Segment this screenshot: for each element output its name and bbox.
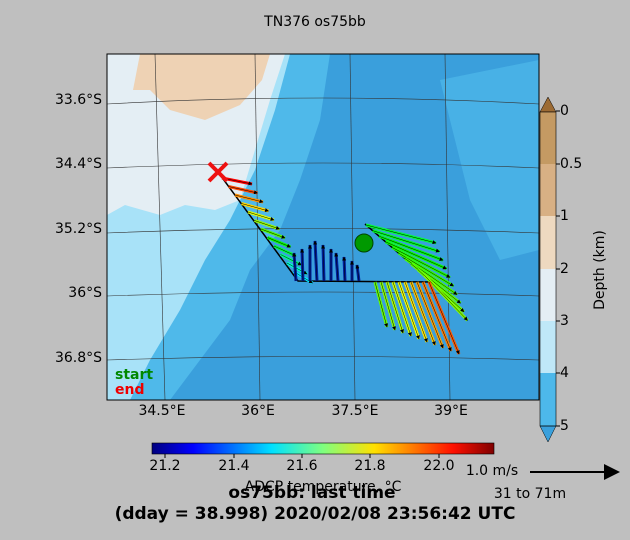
vector-outline bbox=[380, 281, 396, 331]
vector-outline bbox=[392, 281, 412, 337]
vector-outline bbox=[365, 224, 437, 245]
vector-outline bbox=[321, 244, 326, 282]
vector-outline bbox=[247, 211, 275, 221]
vector-outline bbox=[260, 228, 286, 239]
vector-outline bbox=[398, 252, 454, 287]
depth-tick-label: 3 bbox=[560, 313, 569, 329]
vector-outline bbox=[410, 281, 436, 346]
temperature-tick-label: 21.2 bbox=[149, 458, 180, 474]
depth-label: Depth (km) bbox=[592, 230, 608, 310]
lon-label: 39°E bbox=[434, 403, 468, 419]
scale-depth-range: 31 to 71m bbox=[494, 486, 566, 502]
lat-label: 33.6°S bbox=[55, 92, 102, 108]
temperature-tick-label: 22.0 bbox=[423, 458, 454, 474]
vector-outline bbox=[416, 281, 444, 349]
vector-outline bbox=[254, 220, 280, 230]
vector-outline bbox=[404, 281, 428, 343]
temperature-tick-label: 21.6 bbox=[286, 458, 317, 474]
footer-line2: (dday = 38.998) 2020/02/08 23:56:42 UTC bbox=[115, 504, 516, 524]
vector-outline bbox=[342, 256, 347, 282]
vector-outline bbox=[234, 194, 264, 204]
footer-line1: os75bb: last time bbox=[228, 483, 395, 503]
depth-tick-label: 2 bbox=[560, 261, 569, 277]
lat-label: 36.8°S bbox=[55, 350, 102, 366]
vector-outline bbox=[372, 230, 440, 253]
lat-label: 34.4°S bbox=[55, 156, 102, 172]
vector-outline bbox=[267, 237, 291, 248]
depth-tick-label: 0 bbox=[560, 103, 569, 119]
vector-outline bbox=[385, 241, 447, 270]
vector-outline bbox=[228, 186, 258, 195]
temperature-label: ADCP temperature, °C bbox=[245, 479, 402, 495]
vector-outline bbox=[422, 281, 452, 352]
scale-speed: 1.0 m/s bbox=[466, 463, 518, 479]
temperature-tick-label: 21.8 bbox=[354, 458, 385, 474]
lat-label: 36°S bbox=[68, 285, 102, 301]
depth-tick-label: 1 bbox=[560, 208, 569, 224]
lon-label: 34.5°E bbox=[138, 403, 185, 419]
title: TN376 os75bb bbox=[263, 14, 366, 30]
lon-label: 36°E bbox=[241, 403, 275, 419]
legend-start: start bbox=[115, 367, 153, 383]
vector-outline bbox=[428, 281, 460, 355]
depth-tick-label: 4 bbox=[560, 365, 569, 381]
vector-outline bbox=[378, 235, 444, 261]
vector-outline bbox=[313, 240, 318, 282]
vector-outline bbox=[386, 281, 404, 334]
vector-outline bbox=[391, 247, 451, 278]
vector-outline bbox=[280, 254, 302, 266]
vector-outline bbox=[300, 248, 305, 282]
lon-label: 37.5°E bbox=[331, 403, 378, 419]
temperature-colorbar bbox=[151, 442, 495, 455]
depth-colorbar bbox=[539, 96, 557, 443]
lat-label: 35.2°S bbox=[55, 221, 102, 237]
legend-end: end bbox=[115, 382, 144, 398]
depth-tick-label: 5 bbox=[560, 418, 569, 434]
map bbox=[107, 54, 539, 400]
vector-outline bbox=[355, 264, 360, 282]
temperature-tick-label: 21.4 bbox=[218, 458, 249, 474]
depth-tick-label: 0.5 bbox=[560, 156, 582, 172]
vector-outline bbox=[241, 203, 269, 212]
vector-outline bbox=[334, 252, 339, 282]
vector-outline bbox=[398, 281, 420, 340]
vector-outline bbox=[292, 252, 297, 282]
vector-outline bbox=[424, 275, 468, 321]
vector-outline bbox=[374, 281, 389, 328]
